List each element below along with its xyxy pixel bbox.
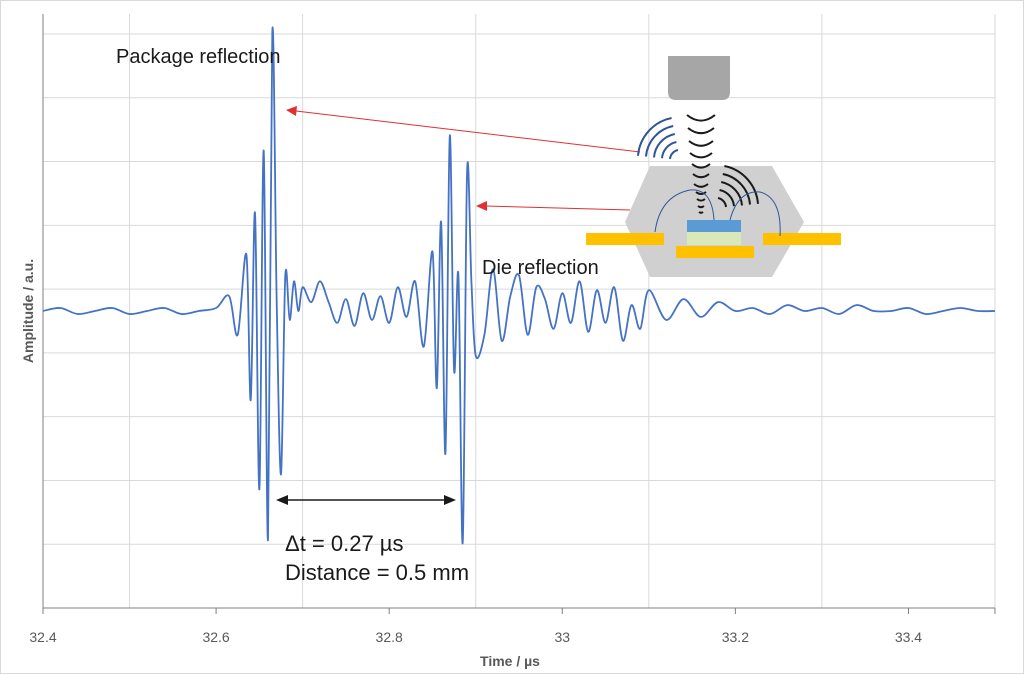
x-tick-label: 32.4	[29, 629, 56, 645]
x-tick-label: 33.2	[722, 629, 749, 645]
die-reflected-wave	[717, 197, 727, 208]
ultrasound-wave-icon	[637, 114, 781, 237]
arrowhead-left	[276, 495, 288, 505]
incident-wavefront	[692, 173, 710, 179]
series-line	[42, 26, 996, 545]
x-tick-label: 32.6	[202, 629, 229, 645]
die-reflected-wave	[722, 173, 751, 205]
pointer-die	[485, 205, 631, 211]
x-tick-labels: 32.4 32.6 32.8 33 33.2 33.4	[29, 629, 922, 645]
arrowhead-right	[444, 495, 456, 505]
x-axis-label: Time / µs	[480, 653, 540, 669]
x-tick-label: 32.8	[376, 629, 403, 645]
annotation-distance: Distance = 0.5 mm	[285, 560, 469, 585]
incident-wavefront	[697, 205, 705, 209]
reflection-pointer-arrows	[286, 106, 641, 211]
grid	[43, 14, 996, 608]
incident-wavefront	[689, 152, 713, 159]
incident-wavefront	[687, 127, 715, 135]
incident-wavefront	[686, 114, 716, 122]
package-reflected-wave	[669, 149, 679, 160]
incident-wavefront	[696, 198, 706, 202]
incident-wavefront	[695, 191, 707, 195]
x-tick-label: 33.4	[895, 629, 922, 645]
annotation-die-reflection: Die reflection	[482, 257, 599, 279]
time-difference-arrow	[276, 495, 456, 505]
y-axis-label: Amplitude / a.u.	[20, 259, 36, 363]
annotation-package-reflection: Package reflection	[116, 46, 281, 68]
die-reflected-wave	[719, 189, 735, 207]
transmission-curve	[654, 189, 715, 233]
package-reflected-wave	[645, 125, 674, 157]
pointer-die-head	[476, 201, 487, 211]
ultrasonic-transducer-icon	[668, 56, 730, 100]
package-reflected-wave	[637, 117, 672, 156]
pointer-package-head	[286, 106, 297, 116]
annotation-delta-t: Δt = 0.27 µs	[285, 531, 404, 556]
pointer-package	[295, 110, 641, 153]
transmission-curve	[729, 191, 781, 237]
incident-wavefront	[693, 183, 709, 188]
package-reflected-wave	[653, 133, 676, 158]
incident-wavefront	[688, 140, 714, 147]
incident-wavefront	[691, 163, 711, 169]
die-reflected-wave	[720, 181, 743, 206]
chip-package-diagram	[586, 56, 841, 277]
x-tick-label: 33	[554, 629, 570, 645]
chip-package-icon	[586, 166, 841, 277]
package-reflected-wave	[661, 141, 677, 159]
incident-wavefront	[698, 211, 704, 214]
die-reflected-wave	[724, 165, 759, 204]
